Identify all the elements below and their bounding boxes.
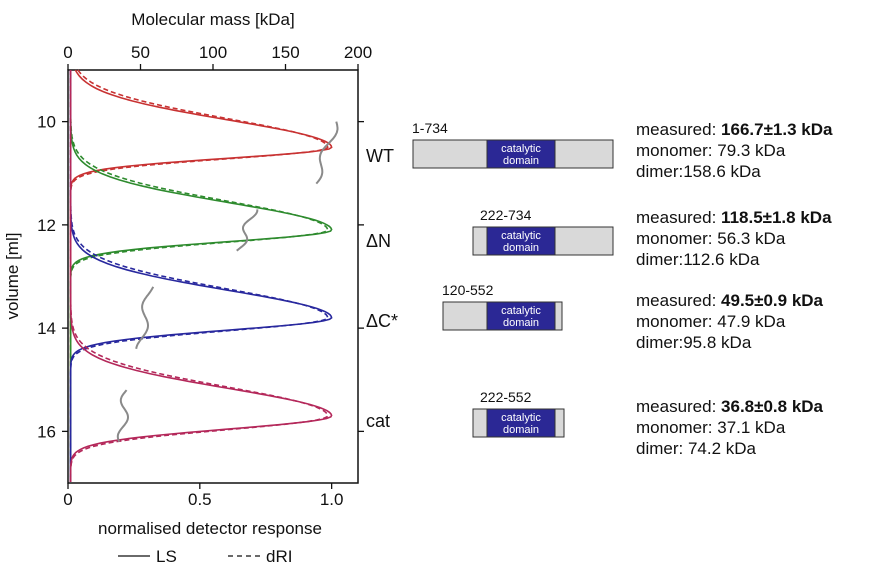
domain-label: domain: [503, 424, 539, 436]
mass-trace-3: [116, 389, 130, 443]
mass-trace-2: [135, 286, 155, 349]
top-tick-label: 200: [344, 43, 372, 62]
domain-label: catalytic: [501, 305, 541, 317]
bottom-axis-label: normalised detector response: [98, 519, 322, 538]
measured-line: measured: 166.7±1.3 kDa: [636, 120, 833, 139]
y-tick-label: 10: [37, 113, 56, 132]
monomer-line: monomer: 79.3 kDa: [636, 141, 786, 160]
mass-trace-0: [315, 121, 339, 185]
monomer-line: monomer: 37.1 kDa: [636, 418, 786, 437]
mass-trace-1: [236, 209, 259, 252]
construct-wt: 1-734 catalytic domain: [412, 120, 614, 169]
measured-line: measured: 36.8±0.8 kDa: [636, 397, 824, 416]
x-tick-label: 1.0: [320, 490, 344, 509]
measurement-dc: measured: 49.5±0.9 kDa monomer: 47.9 kDa…: [636, 290, 823, 353]
dimer-line: dimer:95.8 kDa: [636, 333, 752, 352]
curve-dri-3: [69, 70, 329, 482]
domain-label: catalytic: [501, 230, 541, 242]
dimer-line: dimer: 74.2 kDa: [636, 439, 756, 458]
variant-label-dc: ΔC*: [366, 311, 398, 331]
construct-range: 1-734: [412, 120, 448, 136]
axis-ticks: 0 0.5 1.0 0 50 100 150 200 10 12 14 16: [37, 43, 372, 509]
dimer-line: dimer:112.6 kDa: [636, 250, 760, 269]
top-tick-label: 50: [131, 43, 150, 62]
construct-dc: 120-552 catalytic domain: [442, 282, 563, 331]
catalytic-domain: [486, 301, 556, 331]
legend-dri-label: dRI: [266, 547, 292, 566]
catalytic-domain: [486, 408, 556, 438]
mass-traces: [116, 121, 339, 443]
variant-label-dn: ΔN: [366, 231, 391, 251]
x-tick-label: 0: [63, 490, 72, 509]
domain-label: catalytic: [501, 412, 541, 424]
construct-range: 120-552: [442, 282, 494, 298]
catalytic-domain: [486, 139, 556, 169]
measured-line: measured: 49.5±0.9 kDa: [636, 291, 824, 310]
variant-label-cat: cat: [366, 411, 390, 431]
y-axis-label: volume [ml]: [3, 233, 22, 320]
measured-line: measured: 118.5±1.8 kDa: [636, 208, 832, 227]
chromatogram-curves: [69, 69, 333, 482]
monomer-line: monomer: 47.9 kDa: [636, 312, 786, 331]
legend-ls-label: LS: [156, 547, 177, 566]
y-tick-label: 16: [37, 422, 56, 441]
domain-label: catalytic: [501, 143, 541, 155]
dimer-line: dimer:158.6 kDa: [636, 162, 761, 181]
domain-label: domain: [503, 317, 539, 329]
top-tick-label: 100: [199, 43, 227, 62]
top-tick-label: 0: [63, 43, 72, 62]
top-tick-label: 150: [271, 43, 299, 62]
y-tick-label: 14: [37, 319, 56, 338]
catalytic-domain: [486, 226, 556, 256]
y-tick-label: 12: [37, 216, 56, 235]
measurement-cat: measured: 36.8±0.8 kDa monomer: 37.1 kDa…: [636, 396, 823, 459]
monomer-line: monomer: 56.3 kDa: [636, 229, 786, 248]
construct-range: 222-552: [480, 389, 532, 405]
variant-label-wt: WT: [366, 146, 394, 166]
construct-dn: 222-734 catalytic domain: [472, 207, 614, 256]
construct-range: 222-734: [480, 207, 532, 223]
measurement-wt: measured: 166.7±1.3 kDa monomer: 79.3 kD…: [636, 119, 832, 182]
x-tick-label: 0.5: [188, 490, 212, 509]
top-axis-label: Molecular mass [kDa]: [131, 10, 294, 29]
domain-label: domain: [503, 155, 539, 167]
domain-label: domain: [503, 242, 539, 254]
construct-cat: 222-552 catalytic domain: [472, 389, 565, 438]
measurement-dn: measured: 118.5±1.8 kDa monomer: 56.3 kD…: [636, 207, 832, 270]
